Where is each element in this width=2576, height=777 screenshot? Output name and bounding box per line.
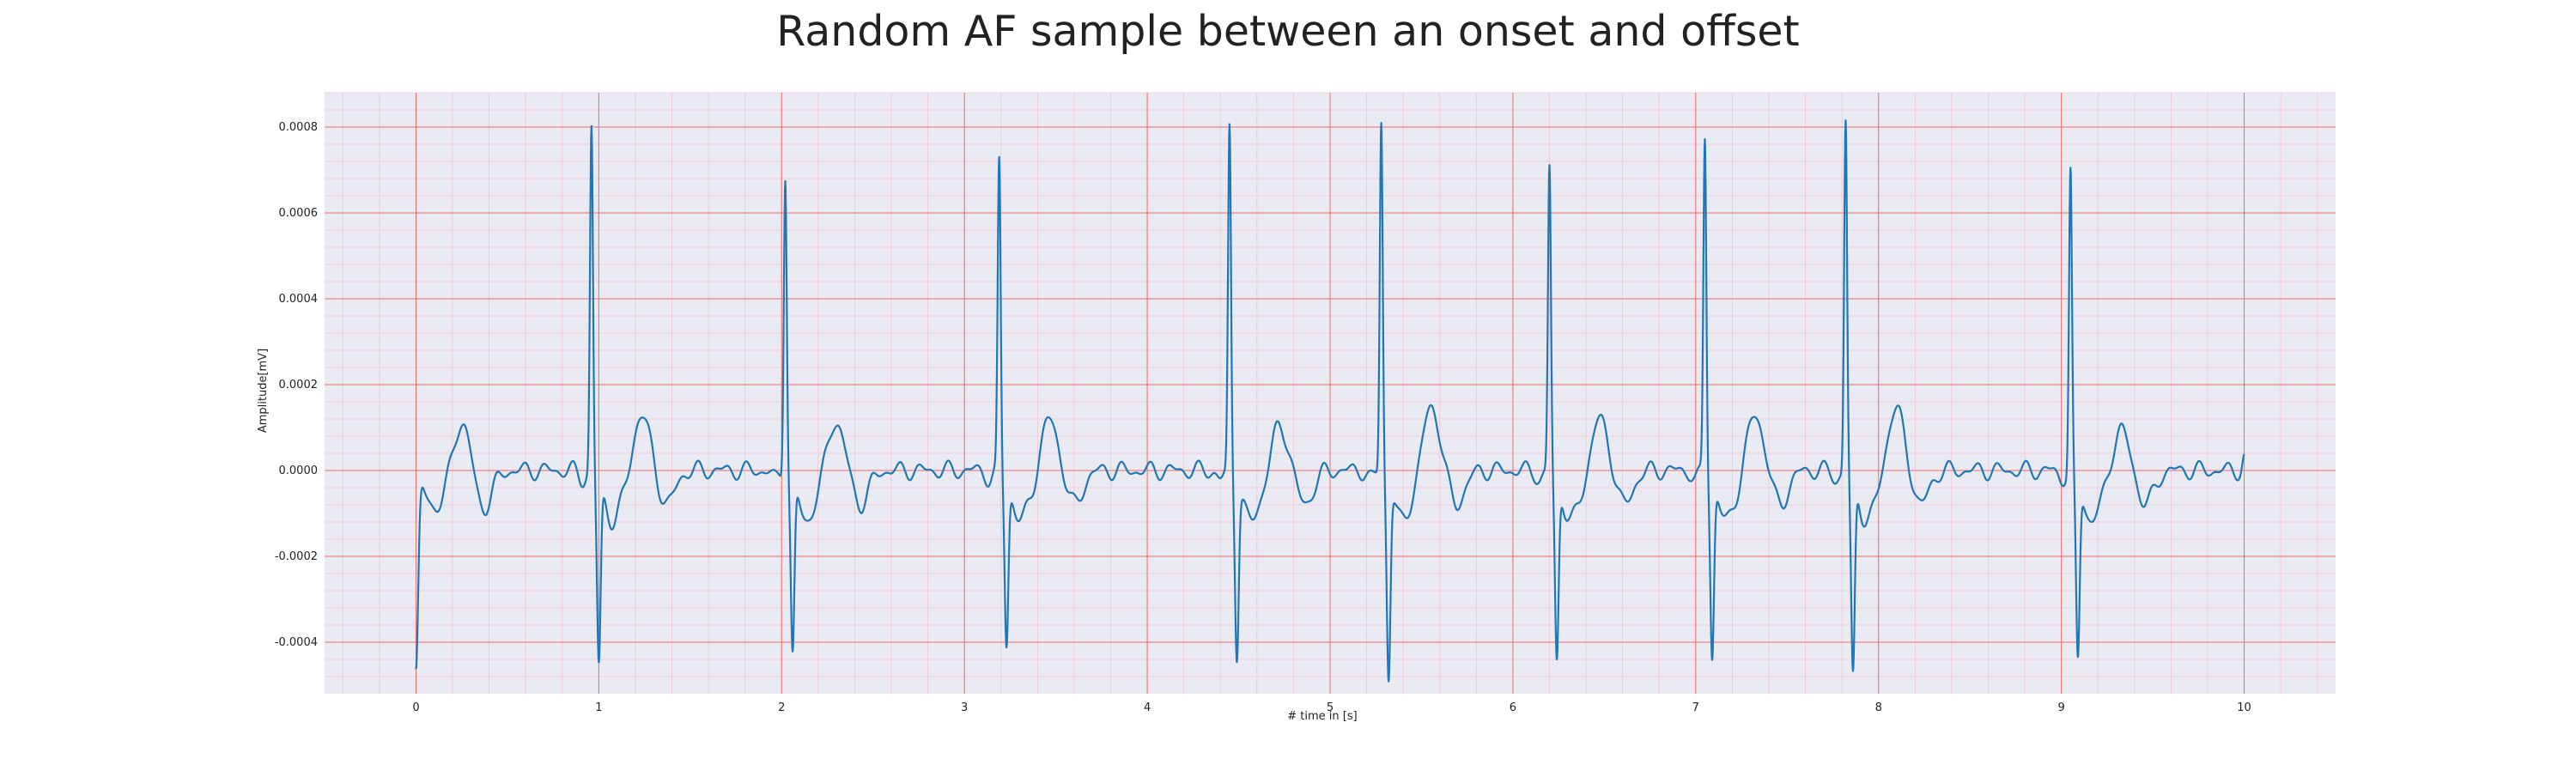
x-tick-label: 3 xyxy=(961,701,968,714)
y-tick-label: -0.0004 xyxy=(275,636,318,649)
chart-title: Random AF sample between an onset and of… xyxy=(776,7,1799,56)
y-tick-label: 0.0008 xyxy=(279,121,319,134)
x-tick-label: 0 xyxy=(412,701,419,714)
x-tick-label: 6 xyxy=(1510,701,1516,714)
x-tick-label: 8 xyxy=(1875,701,1882,714)
x-tick-label: 7 xyxy=(1692,701,1699,714)
x-tick-label: 9 xyxy=(2057,701,2064,714)
x-axis-label: # time in [s] xyxy=(1287,710,1357,723)
x-tick-label: 10 xyxy=(2237,701,2251,714)
y-tick-label: 0.0004 xyxy=(279,293,319,306)
y-axis-label: Amplitude[mV] xyxy=(257,349,270,433)
y-tick-label: 0.0002 xyxy=(279,379,319,392)
y-tick-label: -0.0002 xyxy=(275,550,318,563)
x-tick-label: 4 xyxy=(1144,701,1151,714)
x-tick-label: 2 xyxy=(778,701,785,714)
x-tick-label: 1 xyxy=(595,701,602,714)
y-tick-label: 0.0006 xyxy=(279,207,319,220)
y-tick-label: 0.0000 xyxy=(279,464,319,477)
